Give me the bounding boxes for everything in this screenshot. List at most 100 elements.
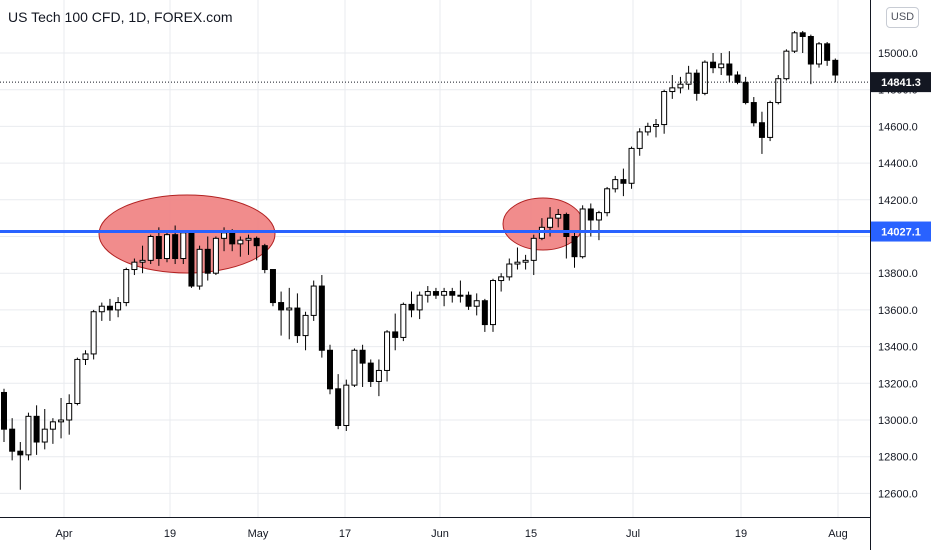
candle-body-up xyxy=(286,307,293,311)
candle-body-down xyxy=(335,388,342,427)
candle-body-down xyxy=(449,291,456,296)
candle xyxy=(147,234,154,265)
candle xyxy=(530,234,537,276)
candle xyxy=(742,76,749,105)
candle xyxy=(653,119,659,138)
candle-body-up xyxy=(237,239,244,245)
candle xyxy=(139,245,146,274)
y-tick-label: 14400.0 xyxy=(878,158,918,170)
candle-body-down xyxy=(481,300,488,326)
candle xyxy=(441,287,448,307)
candle xyxy=(351,348,358,387)
candle xyxy=(123,267,130,307)
candle xyxy=(783,49,790,81)
candle-body-down xyxy=(758,122,765,138)
candle-body-up xyxy=(498,276,505,282)
chart-title: US Tech 100 CFD, 1D, FOREX.com xyxy=(8,9,233,25)
candle xyxy=(41,408,48,450)
candle xyxy=(506,258,513,281)
candle-body-down xyxy=(367,362,374,382)
candle xyxy=(294,293,301,343)
candle-body-down xyxy=(172,234,179,260)
currency-button[interactable]: USD xyxy=(886,7,919,28)
candle-body-down xyxy=(392,331,399,338)
candle xyxy=(343,379,350,432)
candle-body-up xyxy=(25,415,32,456)
candle xyxy=(604,186,611,217)
candle xyxy=(416,291,423,320)
candle-body-up xyxy=(636,131,643,149)
candle xyxy=(799,30,806,53)
last-price-tag xyxy=(871,72,931,93)
candle xyxy=(278,291,285,336)
candle-body-up xyxy=(441,291,448,296)
candle xyxy=(807,34,814,85)
candle-body-down xyxy=(106,305,113,311)
candle-body-down xyxy=(693,72,700,94)
candle-body-down xyxy=(327,349,333,390)
support-zone-highlight xyxy=(98,194,276,274)
candle xyxy=(212,236,219,276)
candle-body-down xyxy=(587,208,594,221)
candle xyxy=(204,236,211,281)
candle xyxy=(555,208,562,228)
candle-body-down xyxy=(278,302,285,311)
candle-body-down xyxy=(155,236,162,260)
candle xyxy=(514,247,521,270)
candle-body-up xyxy=(82,353,89,360)
candle xyxy=(701,60,708,96)
y-tick-label: 13200.0 xyxy=(878,378,918,390)
candle-body-up xyxy=(343,384,350,427)
candle xyxy=(775,75,782,105)
candle xyxy=(17,442,24,490)
x-tick-label: May xyxy=(248,528,269,540)
candle-body-up xyxy=(457,294,464,297)
candle-body-down xyxy=(832,59,839,76)
candle xyxy=(131,258,138,276)
candle-body-up xyxy=(522,259,529,263)
candle-body-up xyxy=(41,428,48,443)
candle xyxy=(832,58,839,83)
candle-body-down xyxy=(750,102,757,124)
candle xyxy=(490,278,496,332)
candle-body-up xyxy=(783,50,790,80)
candle xyxy=(188,230,195,288)
x-tick-label: Apr xyxy=(55,528,72,540)
candle-body-down xyxy=(824,43,831,61)
candle-body-up xyxy=(245,237,252,241)
candle-body-down xyxy=(465,294,472,307)
candle-body-up xyxy=(775,78,782,104)
candle xyxy=(661,89,668,134)
y-tick-label: 13400.0 xyxy=(878,342,918,354)
candle-body-up xyxy=(164,234,170,260)
candle xyxy=(726,51,733,83)
candle xyxy=(237,236,244,257)
candle-body-down xyxy=(269,269,276,304)
candle-body-up xyxy=(644,125,651,133)
candle xyxy=(718,53,725,76)
candle xyxy=(261,243,268,274)
candle-body-down xyxy=(261,245,268,271)
candle xyxy=(571,232,578,268)
candle-body-up xyxy=(669,87,676,93)
candles xyxy=(1,30,839,490)
candle xyxy=(115,297,122,318)
candle-body-up xyxy=(221,232,228,239)
candle-body-up xyxy=(661,91,668,126)
candle xyxy=(824,41,831,66)
candle xyxy=(1,388,7,443)
candle-body-up xyxy=(196,248,203,287)
candle-body-up xyxy=(530,237,537,261)
candle-body-up xyxy=(66,402,73,421)
candle-body-up xyxy=(49,421,56,430)
candle-body-up xyxy=(685,72,692,85)
candle-body-up xyxy=(310,285,317,316)
price-lines xyxy=(0,81,870,234)
candle-body-up xyxy=(139,259,146,263)
candle-body-up xyxy=(302,314,309,337)
candle-body-down xyxy=(229,232,236,245)
candle xyxy=(612,175,619,193)
candle-body-down xyxy=(318,285,325,351)
